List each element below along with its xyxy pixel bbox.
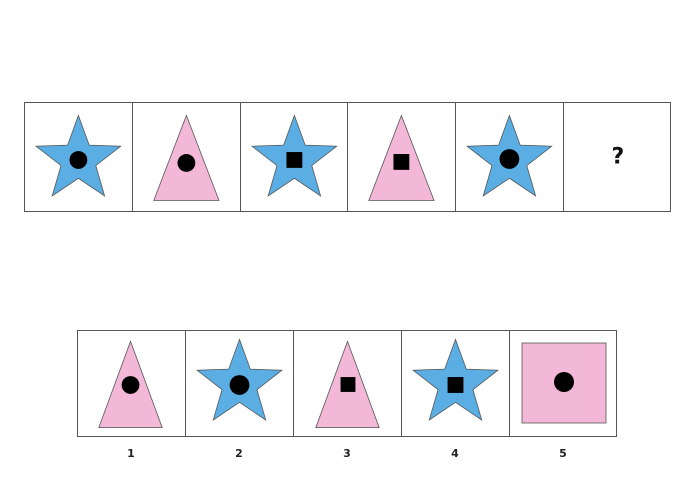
circle-mark [554, 372, 574, 392]
square-mark [340, 377, 356, 392]
square-mark [286, 152, 302, 168]
circle-mark [121, 376, 140, 394]
option-label-1: 1 [127, 447, 135, 460]
question-mark: ? [611, 144, 625, 170]
option-3[interactable] [294, 331, 402, 436]
option-label-5: 5 [559, 447, 567, 460]
circle-mark [177, 154, 196, 172]
option-5[interactable] [510, 331, 618, 436]
sequence-cell-3 [241, 103, 349, 211]
triangle-square-icon [315, 340, 380, 428]
sequence-cell-6: ? [564, 103, 672, 211]
option-label-2: 2 [235, 447, 243, 460]
option-labels: 1 2 3 4 5 [77, 447, 617, 463]
option-label-3: 3 [343, 447, 351, 460]
sequence-cell-1 [25, 103, 133, 211]
star-circle-icon [466, 114, 554, 197]
answer-options-row [77, 330, 617, 437]
star-square-icon [250, 114, 338, 197]
option-label-4: 4 [451, 447, 459, 460]
option-2[interactable] [186, 331, 294, 436]
sequence-row: ? [24, 102, 671, 212]
triangle-square-icon [368, 114, 435, 201]
circle-mark [69, 151, 88, 169]
square-circle-icon [521, 342, 607, 424]
option-4[interactable] [402, 331, 510, 436]
sequence-cell-5 [456, 103, 564, 211]
star-square-icon [411, 338, 500, 421]
star-circle-icon [195, 338, 284, 421]
circle-mark [229, 375, 250, 395]
circle-mark [499, 149, 520, 169]
triangle-circle-icon [98, 340, 163, 428]
square-mark [393, 154, 410, 170]
option-1[interactable] [78, 331, 186, 436]
square-mark [447, 377, 464, 393]
star-circle-icon [34, 114, 122, 197]
sequence-cell-4 [348, 103, 457, 211]
sequence-cell-2 [133, 103, 241, 211]
triangle-circle-icon [152, 114, 220, 201]
